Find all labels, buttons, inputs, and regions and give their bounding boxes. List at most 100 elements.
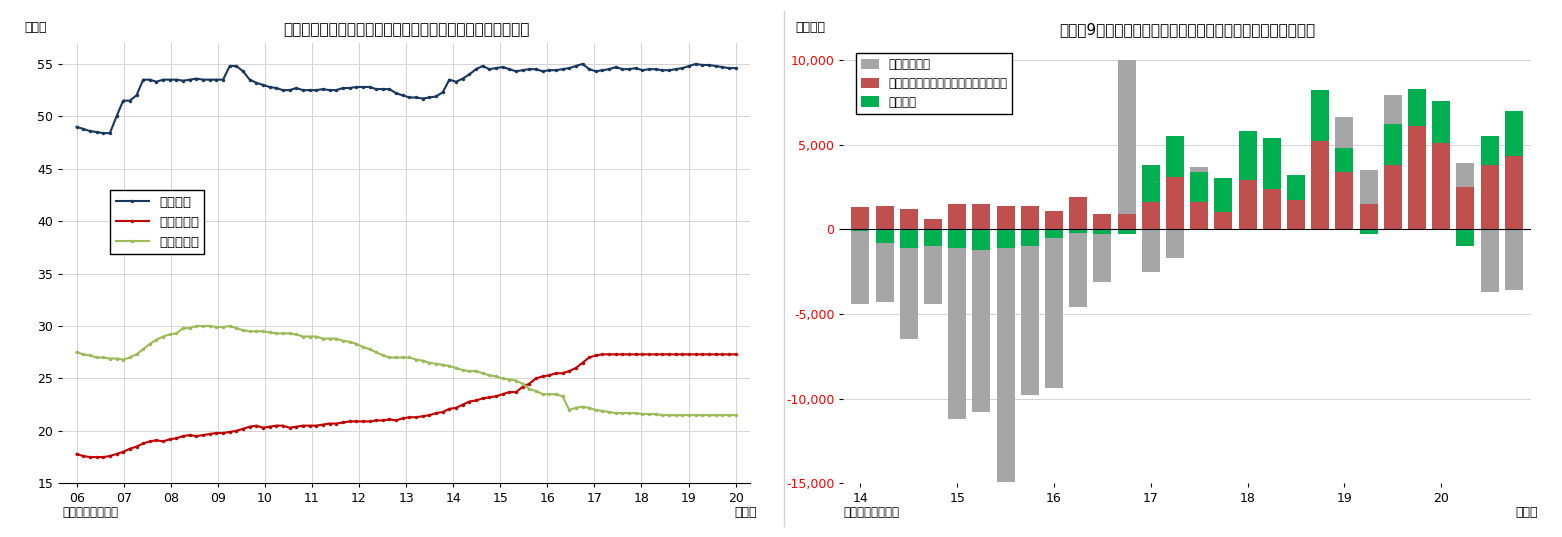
Text: （％）: （％）: [25, 21, 47, 34]
Bar: [1093, 214, 1112, 229]
Legend: 国債・財投債, 投資信託受益証券（確定拠出年金内）, 外貨預金: 国債・財投債, 投資信託受益証券（確定拠出年金内）, 外貨預金: [856, 53, 1012, 113]
現預金計: [706, 63, 725, 69]
現預金計: [414, 95, 433, 101]
Bar: [876, 206, 893, 229]
Bar: [1190, 202, 1209, 229]
Bar: [1287, 175, 1306, 200]
Text: （年）: （年）: [734, 506, 756, 519]
Bar: [1045, 229, 1064, 388]
Bar: [997, 229, 1015, 248]
Bar: [1190, 172, 1209, 202]
Bar: [1456, 187, 1475, 229]
定期性預金: [187, 323, 206, 329]
流動性預金: [594, 351, 612, 358]
Title: （図表８）流動性・定期性預金の個人金融資産に占める割合: （図表８）流動性・定期性預金の個人金融資産に占める割合: [283, 23, 530, 38]
Bar: [1504, 156, 1523, 229]
Bar: [876, 229, 893, 243]
Bar: [1214, 212, 1232, 229]
流動性預金: [200, 431, 219, 437]
Bar: [1068, 229, 1087, 307]
Bar: [1407, 128, 1426, 229]
Bar: [1190, 166, 1209, 229]
Bar: [1287, 200, 1306, 229]
Bar: [1456, 229, 1475, 246]
Bar: [1045, 211, 1064, 229]
Bar: [1165, 136, 1184, 177]
Bar: [1214, 195, 1232, 229]
Bar: [1481, 229, 1498, 292]
Bar: [1262, 188, 1281, 229]
Title: （図表9）外貨預金・投信（確定拠出年金内）・国債のフロー: （図表9）外貨預金・投信（確定拠出年金内）・国債のフロー: [1059, 23, 1315, 38]
Bar: [1311, 185, 1329, 229]
Text: （億円）: （億円）: [795, 21, 825, 34]
Bar: [1384, 124, 1403, 165]
Bar: [1020, 229, 1039, 395]
現預金計: [94, 130, 112, 136]
Bar: [1481, 136, 1498, 165]
Bar: [1311, 141, 1329, 229]
流動性預金: [81, 454, 100, 460]
Bar: [851, 229, 870, 304]
定期性預金: [467, 368, 486, 374]
Bar: [1020, 229, 1039, 246]
Bar: [1384, 96, 1403, 229]
Line: 現預金計: 現預金計: [75, 62, 737, 135]
Bar: [1142, 165, 1161, 202]
Bar: [1093, 229, 1112, 282]
Bar: [972, 229, 990, 412]
Line: 流動性預金: 流動性預金: [75, 353, 737, 459]
Bar: [1287, 206, 1306, 229]
Legend: 現預金計, 流動性預金, 定期性預金: 現預金計, 流動性預金, 定期性預金: [111, 191, 205, 255]
Bar: [1045, 229, 1064, 238]
定期性預金: [686, 412, 704, 418]
Bar: [1359, 229, 1378, 234]
Bar: [1432, 143, 1450, 229]
Bar: [1214, 178, 1232, 212]
Bar: [1407, 126, 1426, 229]
Bar: [1117, 214, 1136, 229]
定期性預金: [726, 412, 745, 418]
現預金計: [686, 61, 704, 67]
定期性預金: [414, 358, 433, 364]
Bar: [972, 204, 990, 229]
Bar: [925, 229, 942, 304]
Bar: [1336, 148, 1354, 172]
流動性預金: [467, 397, 486, 404]
Bar: [997, 229, 1015, 482]
Bar: [948, 229, 967, 419]
現預金計: [467, 66, 486, 72]
Bar: [1336, 172, 1354, 229]
Bar: [1432, 100, 1450, 143]
Bar: [948, 204, 967, 229]
現預金計: [573, 61, 592, 67]
流動性預金: [706, 351, 725, 358]
Bar: [1336, 118, 1354, 229]
現預金計: [226, 63, 245, 69]
Bar: [972, 229, 990, 250]
流動性預金: [67, 451, 86, 457]
流動性預金: [686, 351, 704, 358]
Bar: [1165, 177, 1184, 229]
Bar: [1262, 170, 1281, 229]
Bar: [900, 229, 918, 339]
Bar: [1407, 89, 1426, 126]
Bar: [1504, 111, 1523, 156]
Bar: [876, 229, 893, 302]
Bar: [1456, 163, 1475, 229]
定期性預金: [653, 412, 672, 418]
現預金計: [726, 65, 745, 71]
Text: （資料）日本銀行: （資料）日本銀行: [843, 506, 900, 519]
流動性預金: [414, 413, 433, 419]
定期性預金: [226, 325, 245, 331]
Bar: [925, 219, 942, 229]
現預金計: [67, 124, 86, 130]
定期性預金: [706, 412, 725, 418]
Bar: [925, 229, 942, 246]
Bar: [1262, 138, 1281, 188]
Bar: [1239, 168, 1257, 229]
Bar: [1020, 206, 1039, 229]
Bar: [1384, 165, 1403, 229]
Bar: [1117, 60, 1136, 229]
Bar: [1142, 229, 1161, 272]
Bar: [948, 229, 967, 248]
